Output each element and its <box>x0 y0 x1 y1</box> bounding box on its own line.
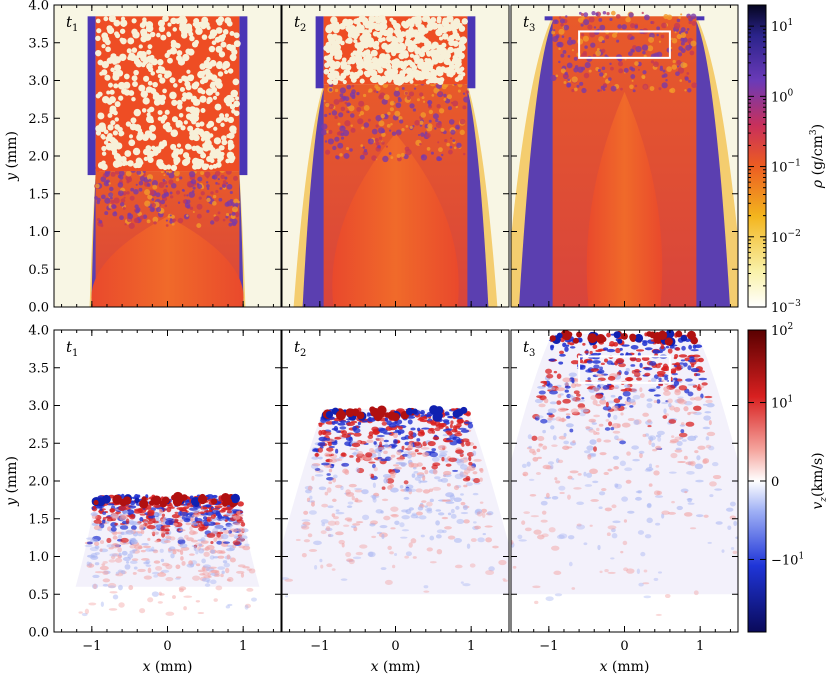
density-colorbar-label: ρ (g/cm3) <box>809 124 826 189</box>
velocity-colorbar-label: vz(km/s) <box>810 452 829 509</box>
density-panel-1 <box>54 5 281 307</box>
central-lobe <box>586 91 663 307</box>
x-tick-label: −1 <box>539 639 558 654</box>
zoom-box <box>578 30 671 59</box>
y-tick-label: 2.0 <box>28 150 49 165</box>
y-tick-label: 2.0 <box>28 475 49 490</box>
left-wall <box>544 16 553 21</box>
x-tick-label: 1 <box>696 639 704 654</box>
density-colorbar <box>747 4 767 308</box>
panel-label: t3 <box>523 13 535 34</box>
y-tick-label: 1.5 <box>28 512 49 527</box>
y-tick-label: 0.0 <box>28 626 49 641</box>
y-tick-label: 1.0 <box>28 550 49 565</box>
y-tick-label: 2.5 <box>28 437 49 452</box>
colorbar-tick-label: 101 <box>771 395 793 412</box>
y-tick-label: 1.5 <box>28 187 49 202</box>
colorbar-tick-label: 10−3 <box>771 299 801 316</box>
panel-label: t3 <box>523 338 535 359</box>
x-tick-label: −1 <box>310 639 329 654</box>
density-panel-2 <box>282 5 509 307</box>
colorbar-tick-label: 10−2 <box>771 229 801 246</box>
turbulent-envelope <box>282 409 509 595</box>
central-lobe <box>332 133 459 307</box>
x-tick-label: 0 <box>391 639 399 654</box>
y-tick-label: 4.0 <box>28 0 49 14</box>
colorbar-tick-label: 101 <box>771 18 793 35</box>
velocity-panel-2 <box>282 330 509 632</box>
y-tick-label: 3.0 <box>28 74 49 89</box>
y-tick-label: 4.0 <box>28 324 49 339</box>
colorbar-tick-label: 100 <box>771 88 794 105</box>
zoom-box <box>578 355 671 384</box>
panel-label: t2 <box>294 13 306 34</box>
colorbar-tick-label: 102 <box>771 322 793 339</box>
colorbar-tick-label: −101 <box>771 551 804 568</box>
right-wall <box>696 16 705 21</box>
x-axis-label: x (mm) <box>600 659 650 675</box>
x-tick-label: 0 <box>620 639 628 654</box>
y-axis-label: y (mm) <box>4 131 20 182</box>
left-wall <box>315 16 324 89</box>
y-tick-label: 3.0 <box>28 399 49 414</box>
x-tick-label: 1 <box>239 639 247 654</box>
y-tick-label: 0.5 <box>28 588 49 603</box>
y-tick-label: 3.5 <box>28 361 49 376</box>
left-wall <box>87 16 96 176</box>
right-wall <box>467 16 476 89</box>
x-axis-label: x (mm) <box>371 659 421 675</box>
central-lobe <box>91 216 244 307</box>
x-axis-label: x (mm) <box>143 659 193 675</box>
colorbar-tick-label: 10−1 <box>771 159 801 176</box>
x-tick-label: 0 <box>163 639 171 654</box>
y-tick-label: 0.5 <box>28 263 49 278</box>
panel-label: t2 <box>294 338 306 359</box>
y-tick-label: 3.5 <box>28 36 49 51</box>
y-tick-label: 0.0 <box>28 301 49 316</box>
velocity-panel-3 <box>511 330 738 632</box>
x-tick-label: −1 <box>82 639 101 654</box>
colorbar-tick-label: 0 <box>771 475 779 490</box>
y-tick-label: 1.0 <box>28 225 49 240</box>
right-wall <box>239 16 248 176</box>
y-tick-label: 2.5 <box>28 112 49 127</box>
density-panel-3 <box>511 5 738 307</box>
velocity-panel-1 <box>54 330 281 632</box>
panel-label: t1 <box>66 13 78 34</box>
y-axis-label: y (mm) <box>4 456 20 507</box>
x-tick-label: 1 <box>467 639 475 654</box>
panel-label: t1 <box>66 338 78 359</box>
